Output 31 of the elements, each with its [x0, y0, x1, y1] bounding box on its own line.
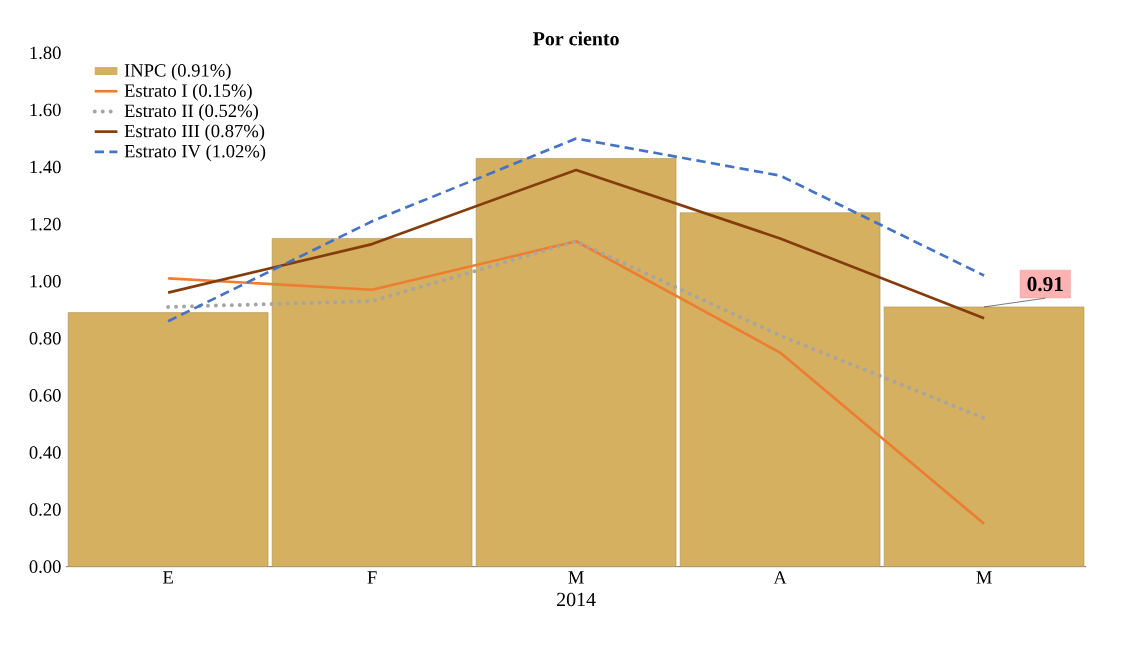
y-tick-label: 0.00 [29, 560, 61, 574]
y-tick-label: 1.60 [30, 103, 61, 117]
x-tick-label: M [568, 571, 584, 584]
line-series [166, 240, 986, 526]
bar [271, 238, 473, 567]
y-tick-label: 1.40 [30, 160, 61, 174]
y-tick-label: 1.00 [30, 274, 61, 288]
line-series [166, 239, 987, 421]
x-axis-title: 2014 [557, 592, 596, 607]
legend-label: Estrato IV (1.02%) [124, 144, 266, 162]
legend-label: Estrato III (0.87%) [124, 124, 265, 142]
y-tick-label: 1.80 [30, 46, 61, 60]
chart-title: Por ciento [533, 31, 619, 46]
bar [475, 158, 677, 567]
bar [883, 306, 1085, 567]
annotation: 0.91 [1027, 276, 1063, 292]
legend-label: Estrato II (0.52%) [124, 104, 258, 121]
y-tick-label: 0.80 [29, 332, 61, 345]
y-tick-label: 0.20 [29, 503, 61, 516]
bar [679, 212, 881, 567]
y-tick-label: 0.40 [29, 446, 61, 459]
x-tick-label: M [976, 571, 992, 584]
x-tick-label: E [162, 571, 173, 584]
bar [67, 312, 269, 567]
line-series [166, 168, 986, 320]
y-tick-label: 1.20 [30, 217, 61, 231]
x-tick-label: F [367, 571, 377, 584]
legend-label: INPC (0.91%) [124, 63, 231, 81]
legend-label: Estrato I (0.15%) [124, 83, 252, 101]
y-tick-label: 0.60 [29, 389, 61, 402]
x-tick-label: A [773, 571, 787, 584]
